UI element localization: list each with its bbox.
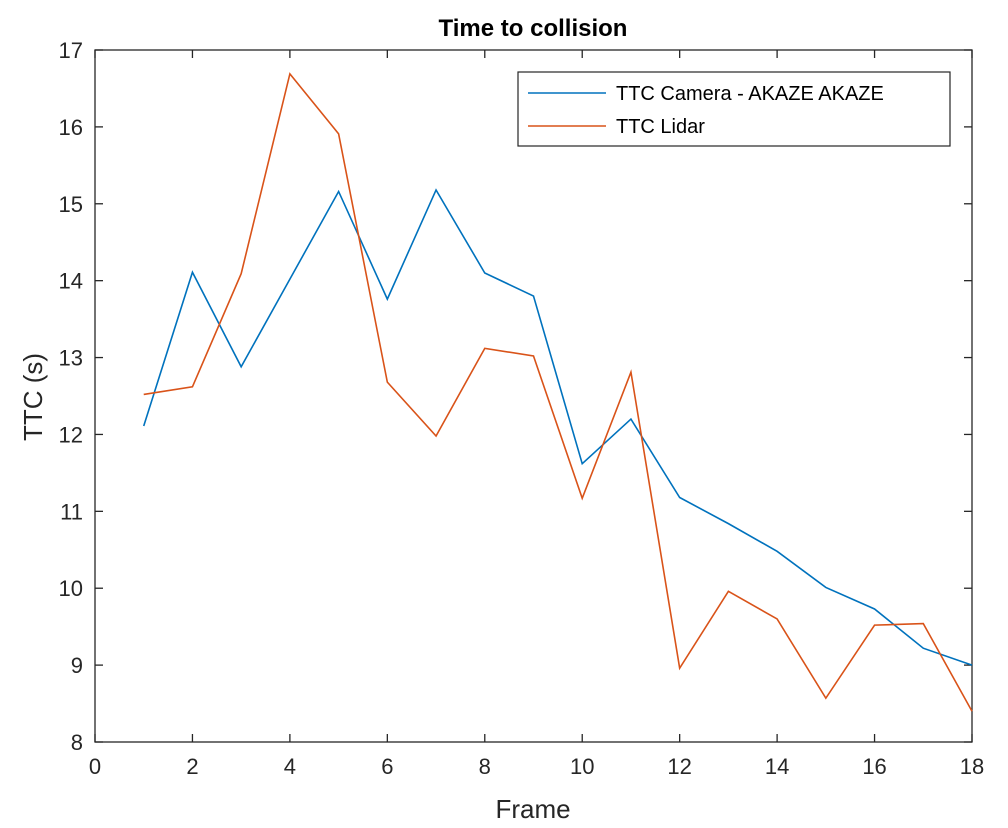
legend-entry-label: TTC Camera - AKAZE AKAZE — [616, 83, 884, 105]
y-tick-label: 11 — [60, 499, 83, 524]
y-tick-label: 12 — [59, 422, 83, 447]
y-tick-label: 15 — [59, 192, 83, 217]
y-tick-label: 16 — [59, 115, 83, 140]
x-tick-label: 16 — [862, 754, 886, 779]
legend-box — [517, 71, 951, 147]
x-tick-label: 4 — [284, 754, 296, 779]
y-tick-label: 10 — [59, 576, 83, 601]
y-axis-label: TTC (s) — [18, 353, 48, 441]
series-line-1 — [142, 188, 973, 666]
x-tick-label: 12 — [667, 754, 691, 779]
y-tick-label: 17 — [59, 38, 83, 63]
axes-box — [94, 49, 973, 743]
legend: TTC Camera - AKAZE AKAZE TTC Lidar — [517, 71, 951, 147]
y-tick-label: 8 — [71, 730, 83, 755]
x-tick-label: 2 — [186, 754, 198, 779]
series-line-2 — [143, 72, 973, 712]
x-tick-label: 8 — [479, 754, 491, 779]
x-tick-label: 6 — [381, 754, 393, 779]
y-tick-label: 9 — [71, 653, 83, 678]
x-tick-label: 18 — [960, 754, 984, 779]
x-tick-label: 0 — [89, 754, 101, 779]
legend-entry-label: TTC Lidar — [616, 116, 705, 138]
x-axis-label: Frame — [495, 794, 570, 824]
y-tick-label: 14 — [59, 269, 83, 294]
plot-area: 0 2 4 6 8 10 12 14 16 18 8 9 10 11 12 13 14 15 16 17 — [59, 38, 985, 779]
chart-title: Time to collision — [439, 15, 628, 42]
x-tick-label: 10 — [570, 754, 594, 779]
x-tick-label: 14 — [765, 754, 789, 779]
y-tick-label: 13 — [59, 346, 83, 371]
